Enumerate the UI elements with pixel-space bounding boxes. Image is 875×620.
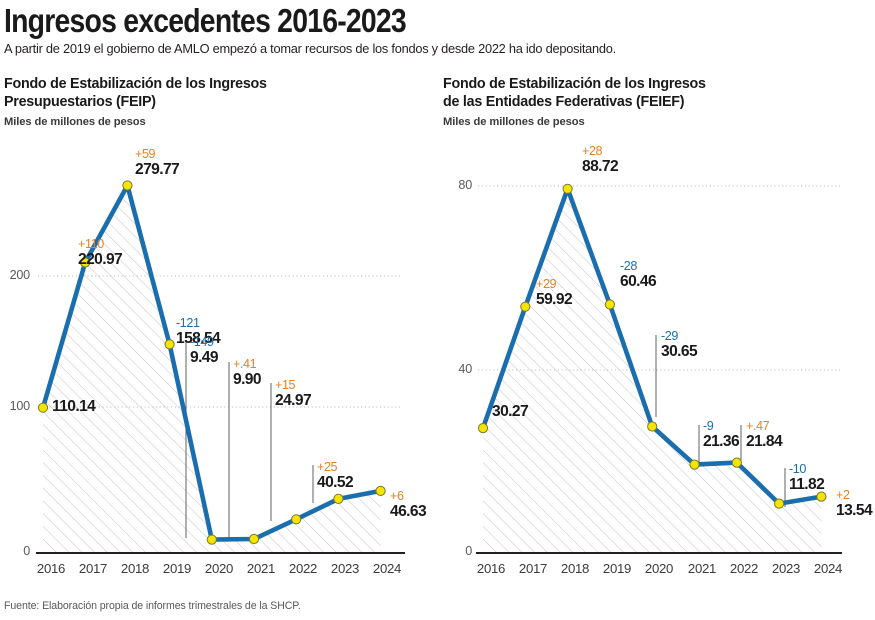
data-point-2021 <box>689 459 700 470</box>
data-point-2024 <box>375 485 386 496</box>
panel-heading-feip: Fondo de Estabilización de los Ingresos … <box>4 76 267 129</box>
data-point-2023 <box>333 493 344 504</box>
chart-feief-xtick-2021: 2021 <box>687 561 717 576</box>
chart-feief-xtick-2022: 2022 <box>729 561 759 576</box>
data-point-2020 <box>206 534 217 545</box>
panel-unit-feief: Miles de millones de pesos <box>443 116 585 128</box>
chart-feip-xtick-2018: 2018 <box>120 561 150 576</box>
data-point-2021 <box>248 533 260 545</box>
chart-feip-svg <box>36 180 405 554</box>
chart-feief-ytick-0: 0 <box>465 544 472 558</box>
chart-feip-xtick-2022: 2022 <box>288 561 318 576</box>
data-point-2024 <box>816 491 827 502</box>
chart-feief-xtick-2018: 2018 <box>560 561 590 576</box>
chart-feip-ytick-0: 0 <box>23 544 30 558</box>
data-point-2016 <box>37 402 49 413</box>
data-point-2018 <box>122 180 133 191</box>
data-point-2023 <box>774 498 785 509</box>
chart-feip-xtick-2023: 2023 <box>330 561 360 576</box>
page-title: Ingresos excedentes 2016-2023 <box>4 2 407 39</box>
chart-feief-xtick-2016: 2016 <box>476 561 506 576</box>
chart-feip-xtick-2017: 2017 <box>78 561 108 576</box>
chart-feip-xtick-2020: 2020 <box>204 561 234 576</box>
data-point-2016 <box>477 423 489 434</box>
data-point-2017 <box>520 301 531 312</box>
panel-heading-feief-line1: Fondo de Estabilización de los Ingresos <box>443 76 706 92</box>
chart-feief-xtick-2023: 2023 <box>771 561 801 576</box>
data-point-2022 <box>291 514 302 525</box>
data-point-2017 <box>80 257 91 268</box>
chart-feief: 80 40 0 2016 2017 2018 2019 2020 2021 20… <box>440 140 875 577</box>
source-note: Fuente: Elaboración propia de informes t… <box>4 600 301 612</box>
chart-feief-ytick-40: 40 <box>458 362 472 376</box>
data-point-2022 <box>731 457 742 468</box>
chart-feief-xtick-2017: 2017 <box>518 561 548 576</box>
chart-feip-ytick-100: 100 <box>9 399 31 413</box>
data-point-2018 <box>562 183 573 194</box>
page-subtitle: A partir de 2019 el gobierno de AMLO emp… <box>4 41 616 56</box>
chart-feip: 200 100 0 2016 2017 2018 2019 2020 2021 … <box>0 140 440 577</box>
chart-feief-xtick-2024: 2024 <box>813 561 843 576</box>
data-point-2020 <box>647 421 658 432</box>
chart-feip-area <box>43 185 381 552</box>
data-point-2019 <box>164 339 175 350</box>
panel-heading-feief: Fondo de Estabilización de los Ingresos … <box>443 76 706 129</box>
chart-feief-svg <box>476 183 842 554</box>
panel-heading-feief-line2: de las Entidades Federativas (FEIEF) <box>443 93 685 110</box>
chart-feief-markers <box>477 183 827 509</box>
data-point-2019 <box>604 299 615 310</box>
chart-feip-markers <box>37 180 386 545</box>
chart-feief-ytick-80: 80 <box>458 178 472 192</box>
panel-unit-feip: Miles de millones de pesos <box>4 116 146 128</box>
chart-feip-xtick-2019: 2019 <box>162 561 192 576</box>
chart-feip-xtick-2021: 2021 <box>246 561 276 576</box>
chart-feief-xtick-2019: 2019 <box>602 561 632 576</box>
chart-feip-leaders <box>185 340 314 538</box>
chart-feip-ytick-200: 200 <box>9 268 31 282</box>
panel-heading-feip-line2: Presupuestarios (FEIP) <box>4 93 156 110</box>
chart-feip-xtick-2016: 2016 <box>36 561 66 576</box>
chart-feief-area <box>483 188 822 553</box>
panel-heading-feip-line1: Fondo de Estabilización de los Ingresos <box>4 76 267 92</box>
chart-feip-xtick-2024: 2024 <box>372 561 402 576</box>
chart-feief-xtick-2020: 2020 <box>644 561 674 576</box>
